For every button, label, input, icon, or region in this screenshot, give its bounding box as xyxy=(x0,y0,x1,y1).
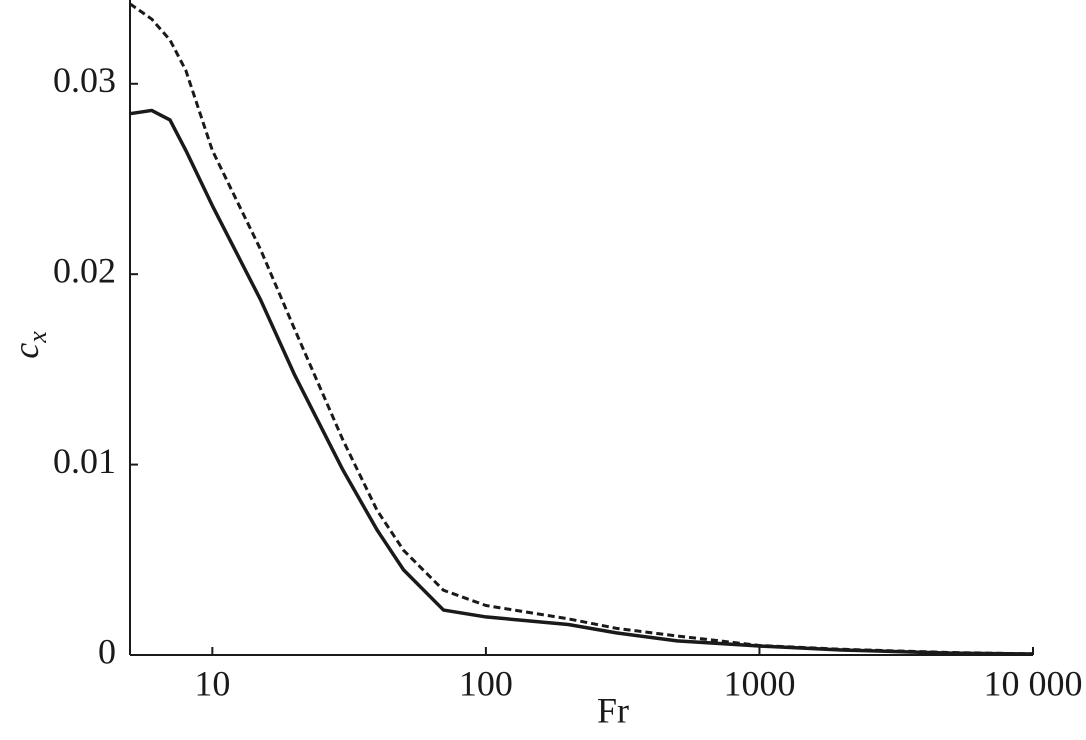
y-axis-label: cx xyxy=(6,331,52,359)
y-tick-label: 0 xyxy=(98,631,116,671)
y-axis-label-main: c xyxy=(6,343,46,359)
series-line xyxy=(129,2,1034,656)
y-tick-label: 0.02 xyxy=(53,250,116,290)
x-axis-label: Fr xyxy=(597,690,629,730)
y-axis-label-sub: x xyxy=(23,331,52,344)
y-tick-label: 0.01 xyxy=(53,441,116,481)
x-tick-label: 100 xyxy=(459,663,513,703)
series-line xyxy=(129,108,1034,656)
y-tick-label: 0.03 xyxy=(53,60,116,100)
x-tick-label: 10 000 xyxy=(984,663,1083,703)
x-tick-label: 10 xyxy=(194,663,230,703)
x-tick-label: 1000 xyxy=(723,663,795,703)
